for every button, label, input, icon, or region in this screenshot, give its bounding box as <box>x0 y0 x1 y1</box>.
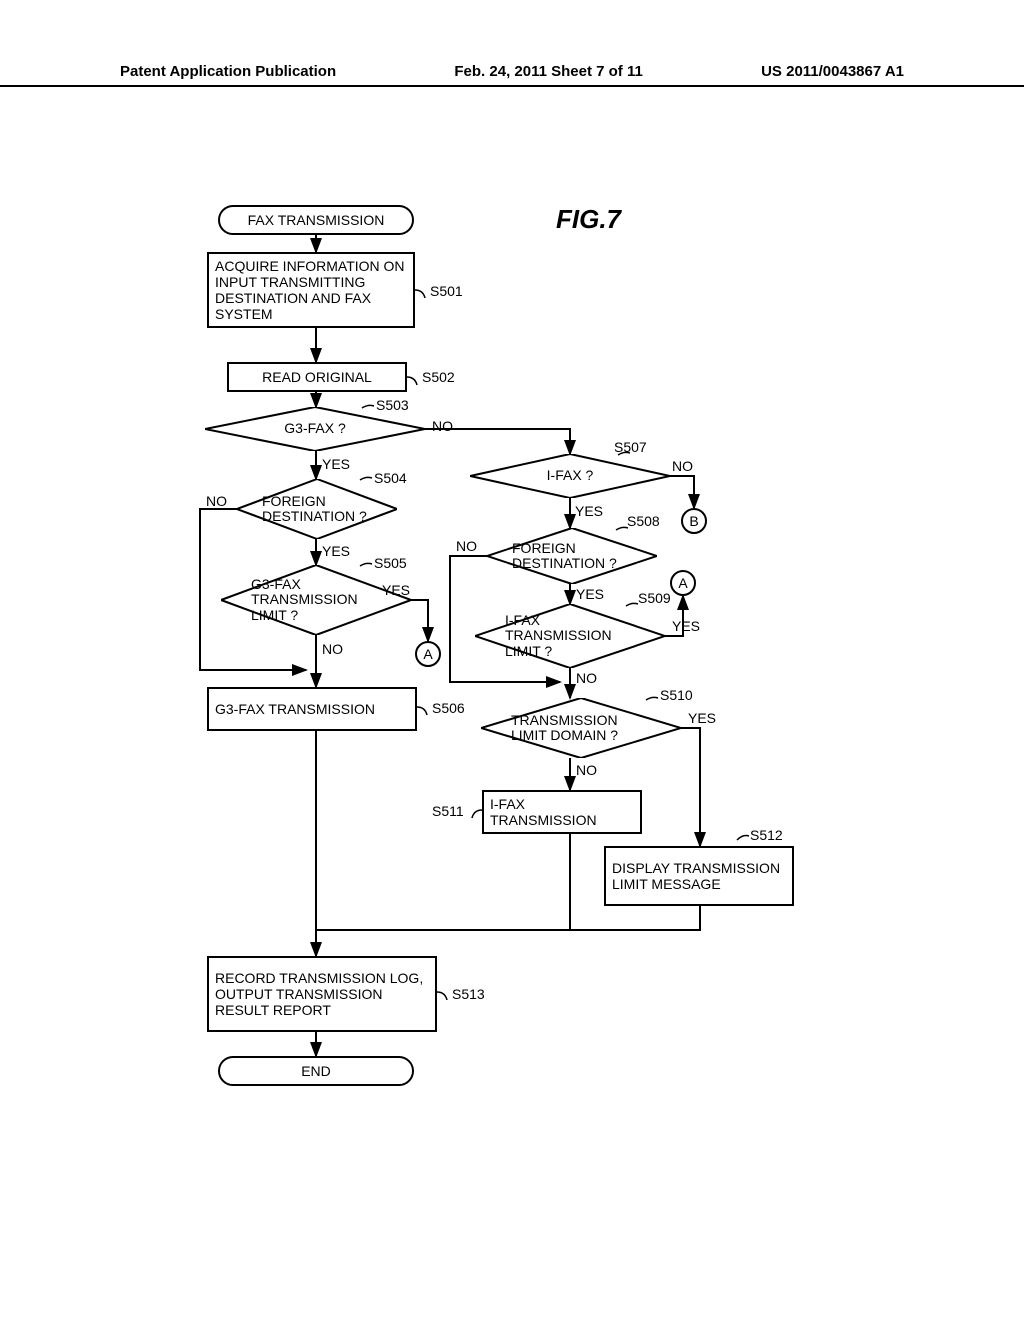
process-s511: I-FAX TRANSMISSION <box>482 790 642 834</box>
decision-s510: TRANSMISSION LIMIT DOMAIN ? <box>481 698 681 758</box>
terminator-start: FAX TRANSMISSION <box>218 205 414 235</box>
connB-text: B <box>689 513 698 529</box>
process-s501: ACQUIRE INFORMATION ON INPUT TRANSMITTIN… <box>207 252 415 328</box>
s509-yes: YES <box>672 618 700 634</box>
decision-s503: G3-FAX ? <box>205 407 425 451</box>
s505-no: NO <box>322 641 343 657</box>
decision-s509: I-FAX TRANSMISSION LIMIT ? <box>475 604 665 668</box>
end-text: END <box>301 1063 331 1079</box>
s504-text: FOREIGN DESTINATION ? <box>262 494 372 525</box>
s512-text: DISPLAY TRANSMISSION LIMIT MESSAGE <box>612 860 786 892</box>
s504-no: NO <box>206 493 227 509</box>
decision-s504: FOREIGN DESTINATION ? <box>237 479 397 539</box>
s503-text: G3-FAX ? <box>284 421 345 436</box>
s506-text: G3-FAX TRANSMISSION <box>215 701 375 717</box>
s513-text: RECORD TRANSMISSION LOG, OUTPUT TRANSMIS… <box>215 970 429 1018</box>
process-s513: RECORD TRANSMISSION LOG, OUTPUT TRANSMIS… <box>207 956 437 1032</box>
s503-no: NO <box>432 418 453 434</box>
s508-no: NO <box>456 538 477 554</box>
step-label-s501: S501 <box>430 283 463 299</box>
s508-text: FOREIGN DESTINATION ? <box>512 541 632 572</box>
terminator-end: END <box>218 1056 414 1086</box>
s509-text: I-FAX TRANSMISSION LIMIT ? <box>505 613 635 659</box>
connector-a-2: A <box>670 570 696 596</box>
s505-yes: YES <box>382 582 410 598</box>
step-label-s504: S504 <box>374 470 407 486</box>
connector-a-1: A <box>415 641 441 667</box>
s510-text: TRANSMISSION LIMIT DOMAIN ? <box>511 713 651 744</box>
s501-text: ACQUIRE INFORMATION ON INPUT TRANSMITTIN… <box>215 258 407 322</box>
process-s502: READ ORIGINAL <box>227 362 407 392</box>
s502-text: READ ORIGINAL <box>262 369 372 385</box>
s507-no: NO <box>672 458 693 474</box>
header-left: Patent Application Publication <box>120 63 336 80</box>
s503-yes: YES <box>322 456 350 472</box>
s510-no: NO <box>576 762 597 778</box>
decision-s507: I-FAX ? <box>470 454 670 498</box>
step-label-s506: S506 <box>432 700 465 716</box>
s504-yes: YES <box>322 543 350 559</box>
step-label-s510: S510 <box>660 687 693 703</box>
s508-yes: YES <box>576 586 604 602</box>
decision-s505: G3-FAX TRANSMISSION LIMIT ? <box>221 565 411 635</box>
step-label-s507: S507 <box>614 439 647 455</box>
figure-title: FIG.7 <box>556 204 621 235</box>
step-label-s502: S502 <box>422 369 455 385</box>
start-text: FAX TRANSMISSION <box>248 212 385 228</box>
step-label-s509: S509 <box>638 590 671 606</box>
s507-text: I-FAX ? <box>547 468 594 483</box>
step-label-s512: S512 <box>750 827 783 843</box>
step-label-s503: S503 <box>376 397 409 413</box>
s510-yes: YES <box>688 710 716 726</box>
step-label-s508: S508 <box>627 513 660 529</box>
connector-b: B <box>681 508 707 534</box>
step-label-s513: S513 <box>452 986 485 1002</box>
connA2-text: A <box>678 575 687 591</box>
s507-yes: YES <box>575 503 603 519</box>
s505-text: G3-FAX TRANSMISSION LIMIT ? <box>251 577 381 623</box>
page-header: Patent Application Publication Feb. 24, … <box>0 85 1024 104</box>
step-label-s511: S511 <box>432 803 464 819</box>
s509-no: NO <box>576 670 597 686</box>
header-right: US 2011/0043867 A1 <box>761 63 904 80</box>
header-center: Feb. 24, 2011 Sheet 7 of 11 <box>454 63 642 80</box>
connA1-text: A <box>423 646 432 662</box>
s511-text: I-FAX TRANSMISSION <box>490 796 634 828</box>
step-label-s505: S505 <box>374 555 407 571</box>
process-s512: DISPLAY TRANSMISSION LIMIT MESSAGE <box>604 846 794 906</box>
process-s506: G3-FAX TRANSMISSION <box>207 687 417 731</box>
decision-s508: FOREIGN DESTINATION ? <box>487 528 657 584</box>
